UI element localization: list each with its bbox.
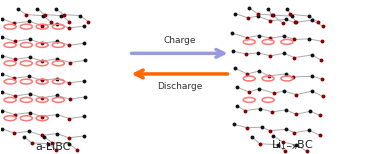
Text: Discharge: Discharge xyxy=(157,82,202,91)
Text: Charge: Charge xyxy=(163,36,196,45)
Text: a-LiBC: a-LiBC xyxy=(36,142,71,152)
Text: $\mathrm{Li}_{1\mathsf{-x}}\mathrm{BC}$: $\mathrm{Li}_{1\mathsf{-x}}\mathrm{BC}$ xyxy=(271,138,314,152)
